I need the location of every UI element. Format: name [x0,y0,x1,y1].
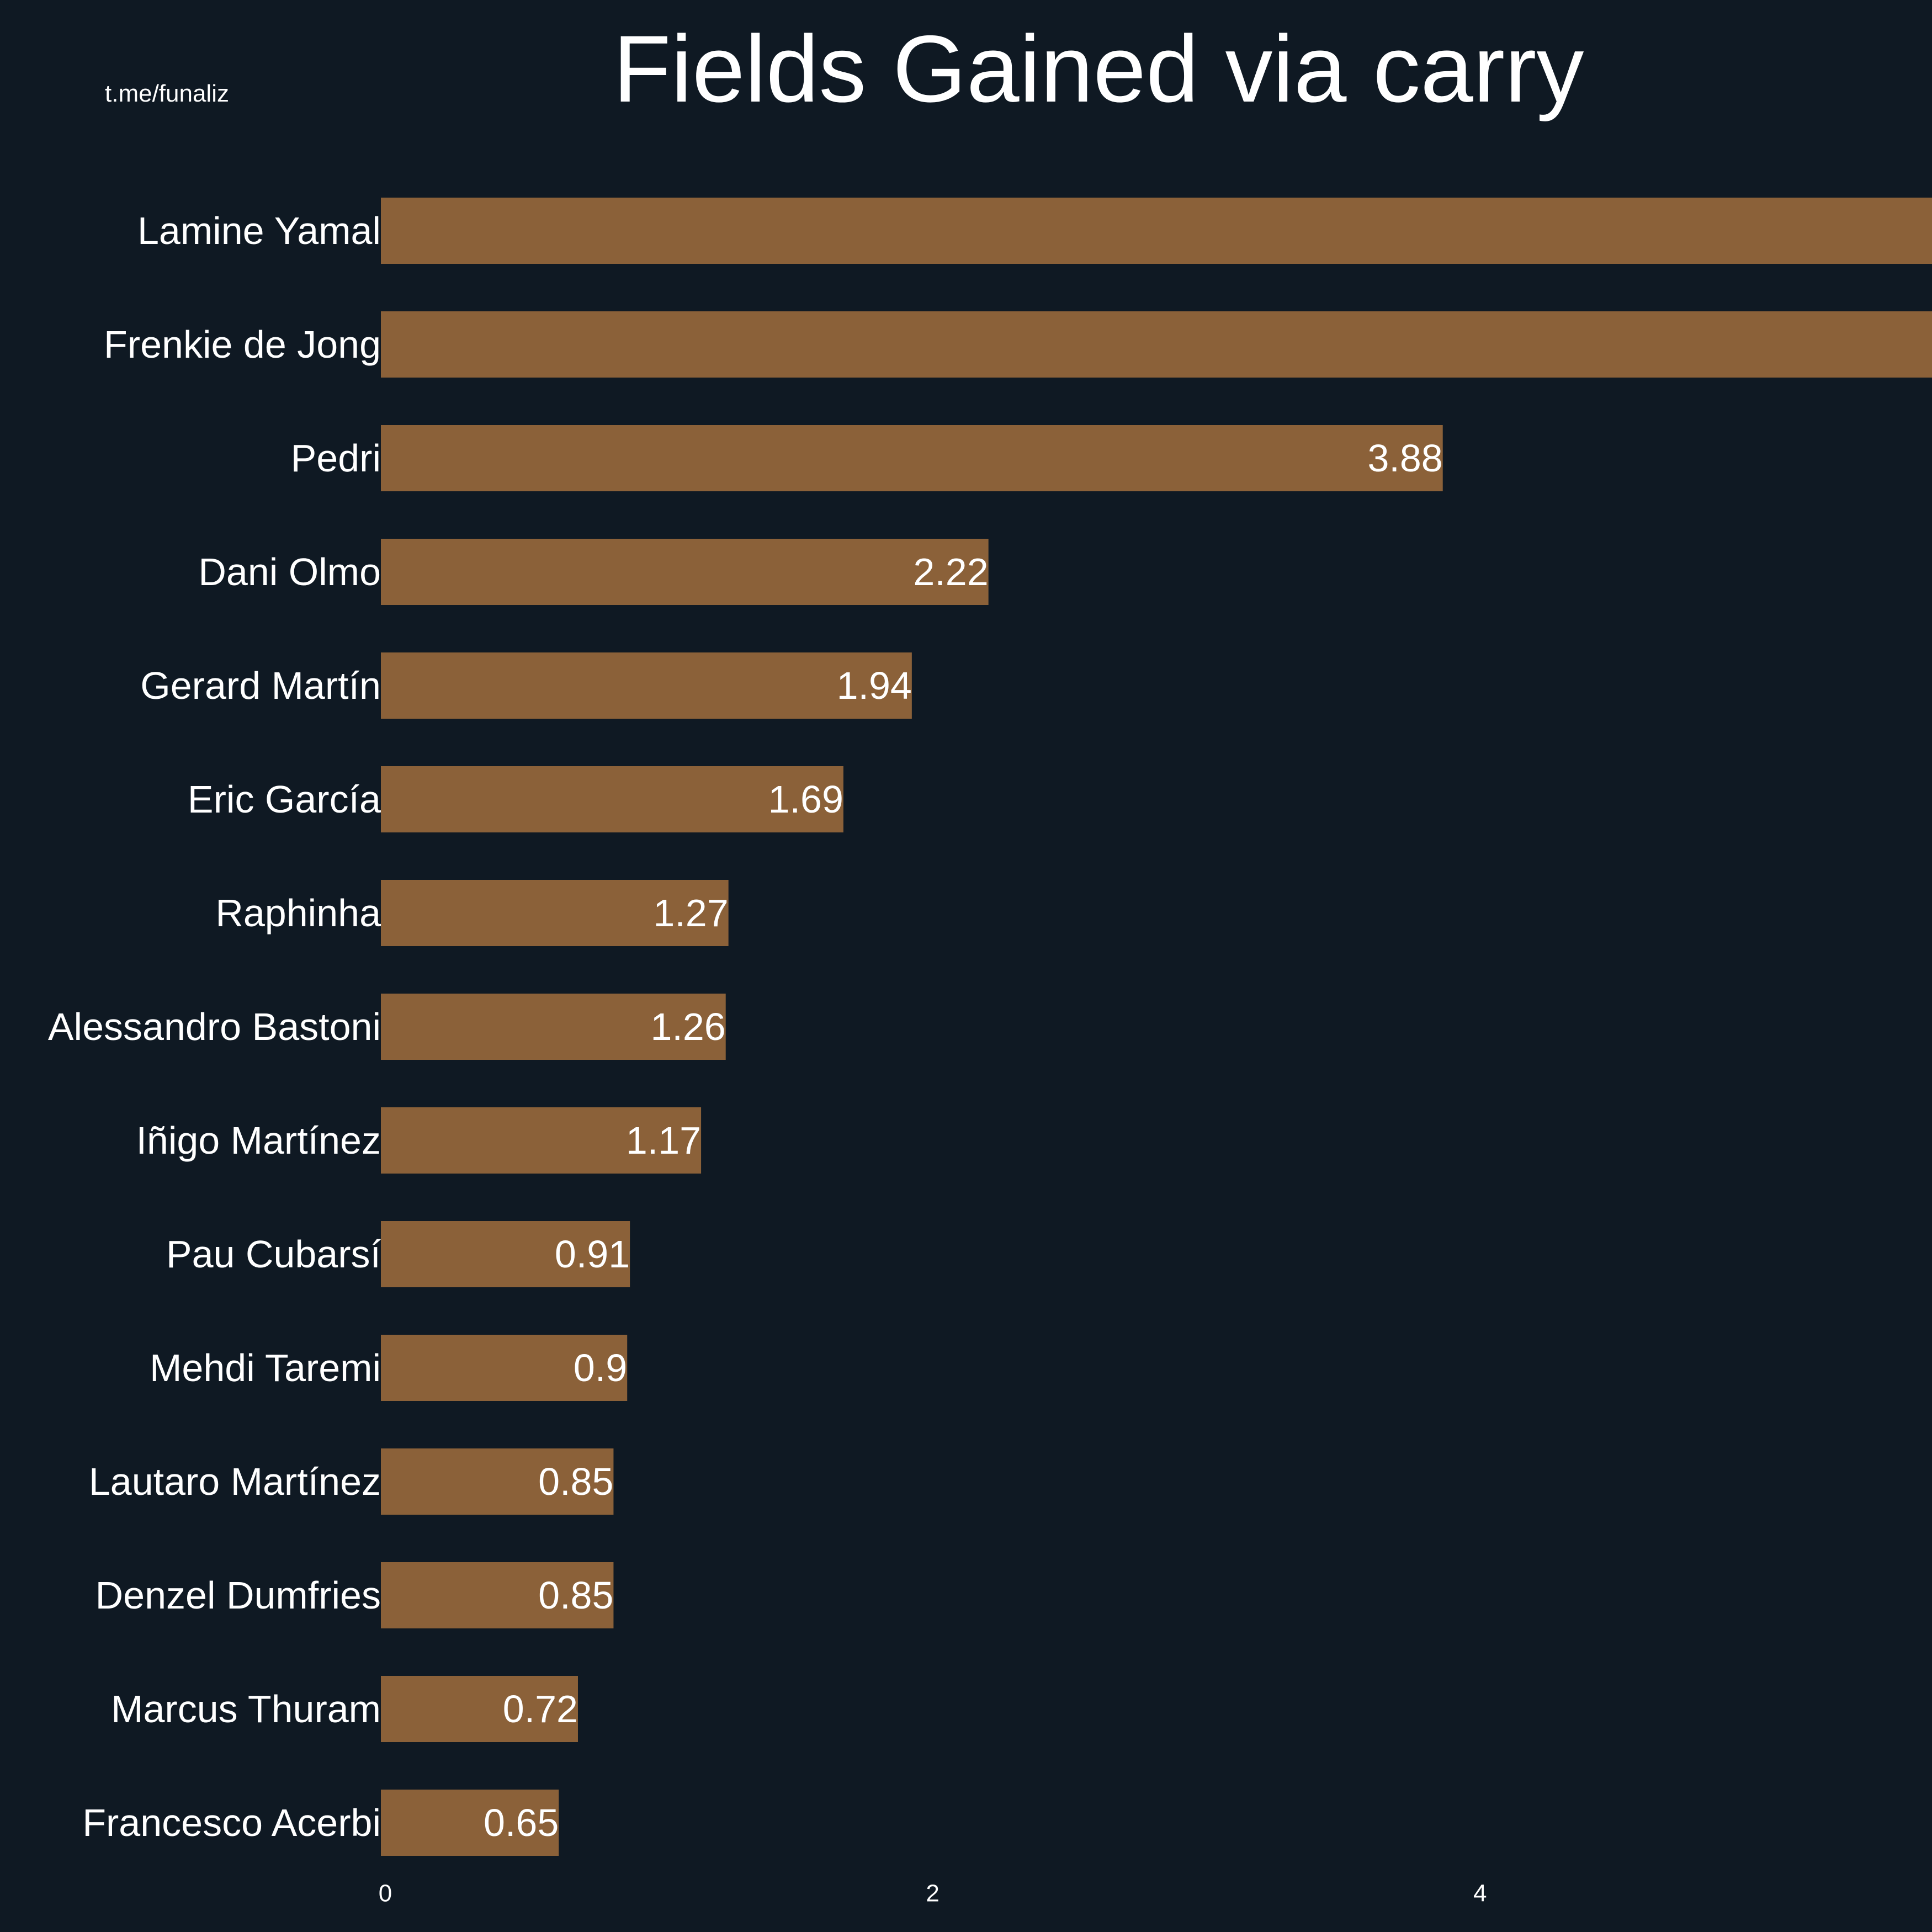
value-label-marcus-thuram: 0.72 [503,1687,578,1731]
bars-layer [381,198,1932,1856]
category-label-denzel-dumfries: Denzel Dumfries [95,1574,381,1617]
value-label-gerard-martin: 1.94 [837,664,912,707]
value-label-pedri: 3.88 [1367,437,1442,480]
value-label-alessandro-bastoni: 1.26 [650,1005,725,1048]
x-axis: 0246810 [379,1880,1487,1907]
watermark-text: t.me/funaliz [105,80,229,107]
bar-eric-garcia [381,766,843,832]
value-label-pau-cubarsi: 0.91 [555,1233,630,1276]
category-label-marcus-thuram: Marcus Thuram [111,1687,381,1731]
category-label-eric-garcia: Eric García [188,778,381,821]
category-label-alessandro-bastoni: Alessandro Bastoni [48,1005,381,1048]
bar-francesco-acerbi [381,1790,559,1856]
value-label-denzel-dumfries: 0.85 [538,1574,613,1617]
x-tick-label: 2 [926,1880,939,1907]
bar-dani-olmo [381,539,989,605]
bar-frenkie-de-jong [381,311,1932,378]
chart-title: Fields Gained via carry [613,16,1584,122]
category-label-dani-olmo: Dani Olmo [198,550,381,593]
bar-gerard-martin [381,652,912,719]
value-label-dani-olmo: 2.22 [913,550,988,593]
category-label-inigo-martinez: Iñigo Martínez [136,1119,381,1162]
bar-pau-cubarsi [381,1221,630,1287]
bar-alessandro-bastoni [381,994,726,1060]
category-label-frenkie-de-jong: Frenkie de Jong [104,323,381,366]
bar-marcus-thuram [381,1676,578,1742]
x-tick-label: 0 [379,1880,392,1907]
category-label-gerard-martin: Gerard Martín [140,664,381,707]
bar-pedri [381,425,1443,491]
x-tick-label: 4 [1473,1880,1487,1907]
bar-inigo-martinez [381,1107,702,1174]
category-label-lamine-yamal: Lamine Yamal [137,209,381,252]
category-label-mehdi-taremi: Mehdi Taremi [150,1346,381,1389]
bar-lamine-yamal [381,198,1932,264]
value-label-eric-garcia: 1.69 [768,778,843,821]
value-label-raphinha: 1.27 [653,891,728,935]
category-label-pau-cubarsi: Pau Cubarsí [166,1233,381,1276]
category-label-francesco-acerbi: Francesco Acerbi [82,1801,381,1844]
value-label-lautaro-martinez: 0.85 [538,1460,613,1503]
category-label-raphinha: Raphinha [215,891,381,935]
value-label-inigo-martinez: 1.17 [626,1119,701,1162]
labels-layer: Lamine Yamal10.57Frenkie de Jong6.21Pedr… [48,209,1443,1844]
value-label-mehdi-taremi: 0.9 [574,1346,627,1389]
bar-mehdi-taremi [381,1335,628,1401]
bar-denzel-dumfries [381,1562,614,1628]
value-label-francesco-acerbi: 0.65 [484,1801,559,1844]
bar-lautaro-martinez [381,1448,614,1515]
category-label-pedri: Pedri [291,437,381,480]
category-label-lautaro-martinez: Lautaro Martínez [89,1460,381,1503]
bar-raphinha [381,880,729,946]
